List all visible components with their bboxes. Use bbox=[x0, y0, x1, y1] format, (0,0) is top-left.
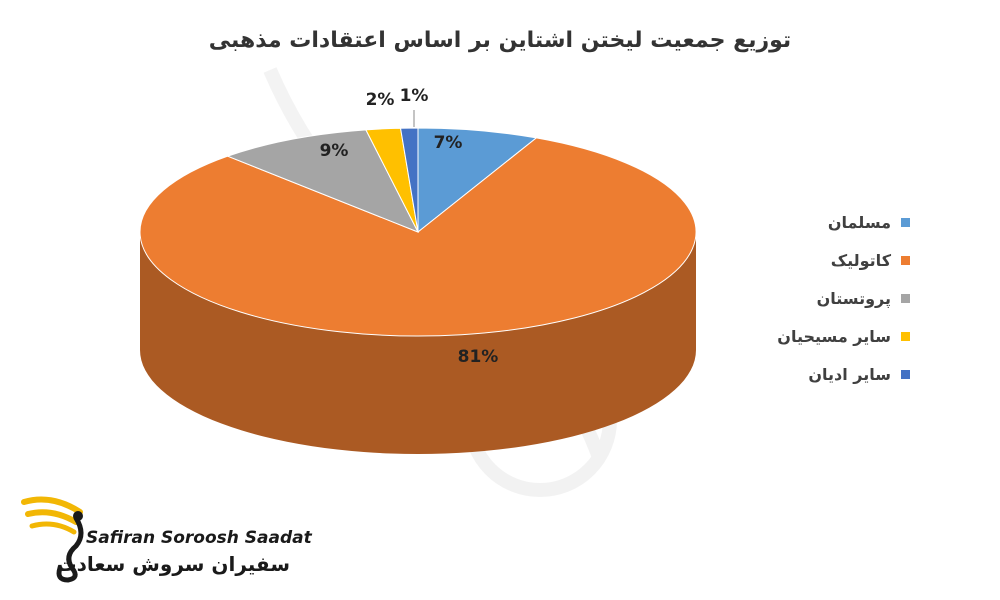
legend-label: پروتستان bbox=[816, 288, 891, 308]
pie-slice-side-1 bbox=[140, 232, 696, 454]
legend-swatch bbox=[901, 293, 910, 303]
legend-label: مسلمان bbox=[827, 212, 891, 232]
logo-latin-text: Safiran Soroosh Saadat bbox=[86, 528, 312, 548]
pie-slice-1 bbox=[139, 137, 697, 337]
legend-item-0: مسلمان bbox=[770, 203, 910, 241]
data-label-0: 7% bbox=[434, 133, 463, 153]
data-label-1: 81% bbox=[458, 347, 499, 367]
legend-swatch bbox=[901, 255, 910, 265]
data-label-3: 2% bbox=[366, 90, 395, 110]
legend-label: سایر ادیان bbox=[808, 364, 891, 384]
pie-slice-2 bbox=[226, 129, 420, 233]
legend-item-2: پروتستان bbox=[770, 279, 910, 317]
logo-farsi-text: سفیران سروش سعادت bbox=[56, 552, 291, 576]
pie-slice-4 bbox=[399, 127, 419, 233]
legend-label: کاتولیک bbox=[830, 250, 891, 270]
legend-item-4: سایر ادیان bbox=[770, 355, 910, 393]
phoenix-logo-icon bbox=[21, 496, 84, 583]
data-label-4: 1% bbox=[400, 86, 429, 106]
data-label-2: 9% bbox=[320, 141, 349, 161]
legend-item-1: کاتولیک bbox=[770, 241, 910, 279]
legend-label: سایر مسیحیان bbox=[777, 326, 891, 346]
chart-title: توزیع جمعیت لیختن اشتاین بر اساس اعتقادا… bbox=[208, 28, 792, 53]
legend-item-3: سایر مسیحیان bbox=[770, 317, 910, 355]
legend-swatch bbox=[901, 369, 910, 379]
brand-logo: Safiran Soroosh Saadat سفیران سروش سعادت bbox=[20, 488, 312, 588]
legend-swatch bbox=[901, 217, 910, 227]
chart-legend: مسلمان کاتولیک پروتستان سایر مسیحیان سایر اد… bbox=[770, 203, 910, 393]
legend-swatch bbox=[901, 331, 910, 341]
pie-slice-0 bbox=[417, 127, 538, 234]
